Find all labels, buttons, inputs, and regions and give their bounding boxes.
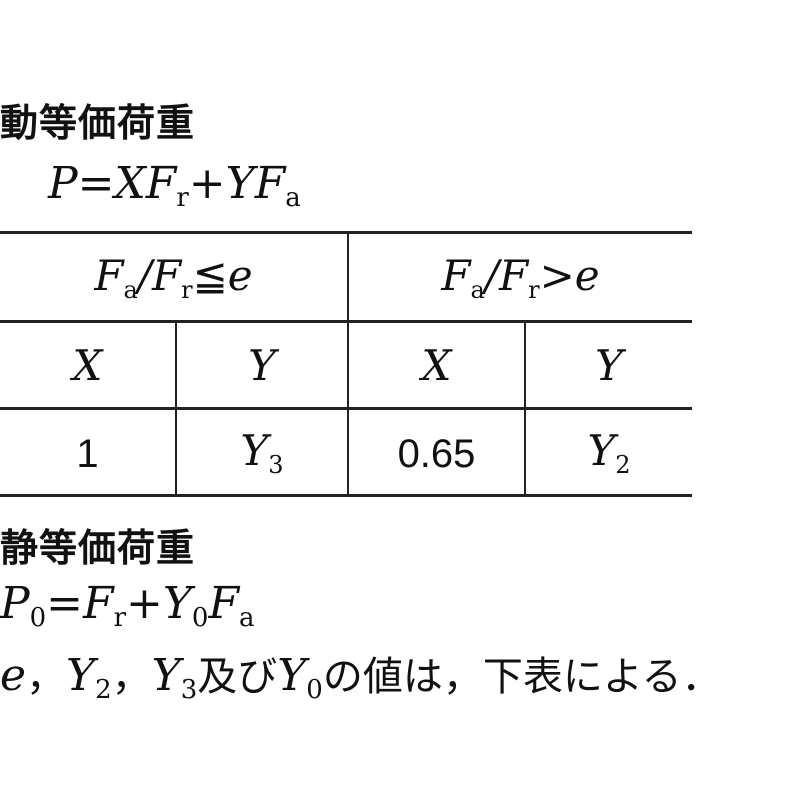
cell-x-le: 1 <box>0 407 176 497</box>
header-condition-le: Fa/Fr≦e <box>0 231 348 323</box>
cell-y-le: Y3 <box>175 407 348 497</box>
header-condition-gt: Fa/Fr>e <box>347 231 692 323</box>
table-row: 1 Y3 0.65 Y2 <box>0 407 692 497</box>
subheader-y: Y <box>524 320 692 410</box>
dynamic-load-heading: 動等価荷重 <box>0 101 196 145</box>
subheader-x: X <box>347 320 525 410</box>
static-load-formula: P0=Fr+Y0Fa <box>0 578 255 633</box>
static-load-heading: 静等価荷重 <box>0 526 196 570</box>
subheader-x: X <box>0 320 176 410</box>
cell-x-gt: 0.65 <box>347 407 525 497</box>
subheader-y: Y <box>175 320 348 410</box>
note-text: e，Y2，Y3及びY0の値は，下表による． <box>0 650 722 705</box>
dynamic-load-formula: P=XFr+YFa <box>48 158 301 213</box>
load-factor-table: Fa/Fr≦e Fa/Fr>e X Y X Y 1 Y3 0.65 Y2 <box>0 231 692 497</box>
cell-y-gt: Y2 <box>524 407 692 497</box>
